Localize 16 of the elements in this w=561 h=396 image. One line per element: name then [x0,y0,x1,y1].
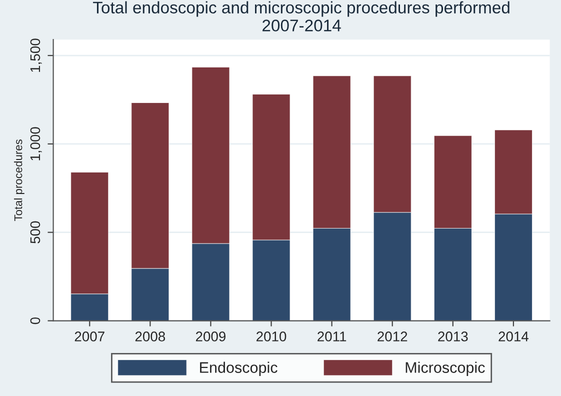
x-tick-label: 2007 [74,332,104,342]
x-tick-label: 2011 [318,332,346,342]
y-tick-label: 1,000 [30,127,42,160]
x-tick-label: 2008 [135,332,166,342]
y-tick-label: 500 [30,221,40,244]
x-tick-label: 2013 [438,332,468,342]
x-tick-label: 2010 [256,332,286,342]
y-axis-title: Total procedures [14,140,24,221]
legend-label: Microscopic [406,362,485,376]
y-tick-label: 1,500 [30,38,42,72]
y-tick-label: 0 [30,317,40,324]
chart-title: Total endoscopic and microscopic procedures performed 2007-2014 [93,1,510,32]
x-tick-label: 2009 [196,332,226,342]
x-tick-label: 2012 [378,332,408,342]
legend-label: Endoscopic [200,362,278,376]
x-tick-label: 2014 [498,332,528,342]
